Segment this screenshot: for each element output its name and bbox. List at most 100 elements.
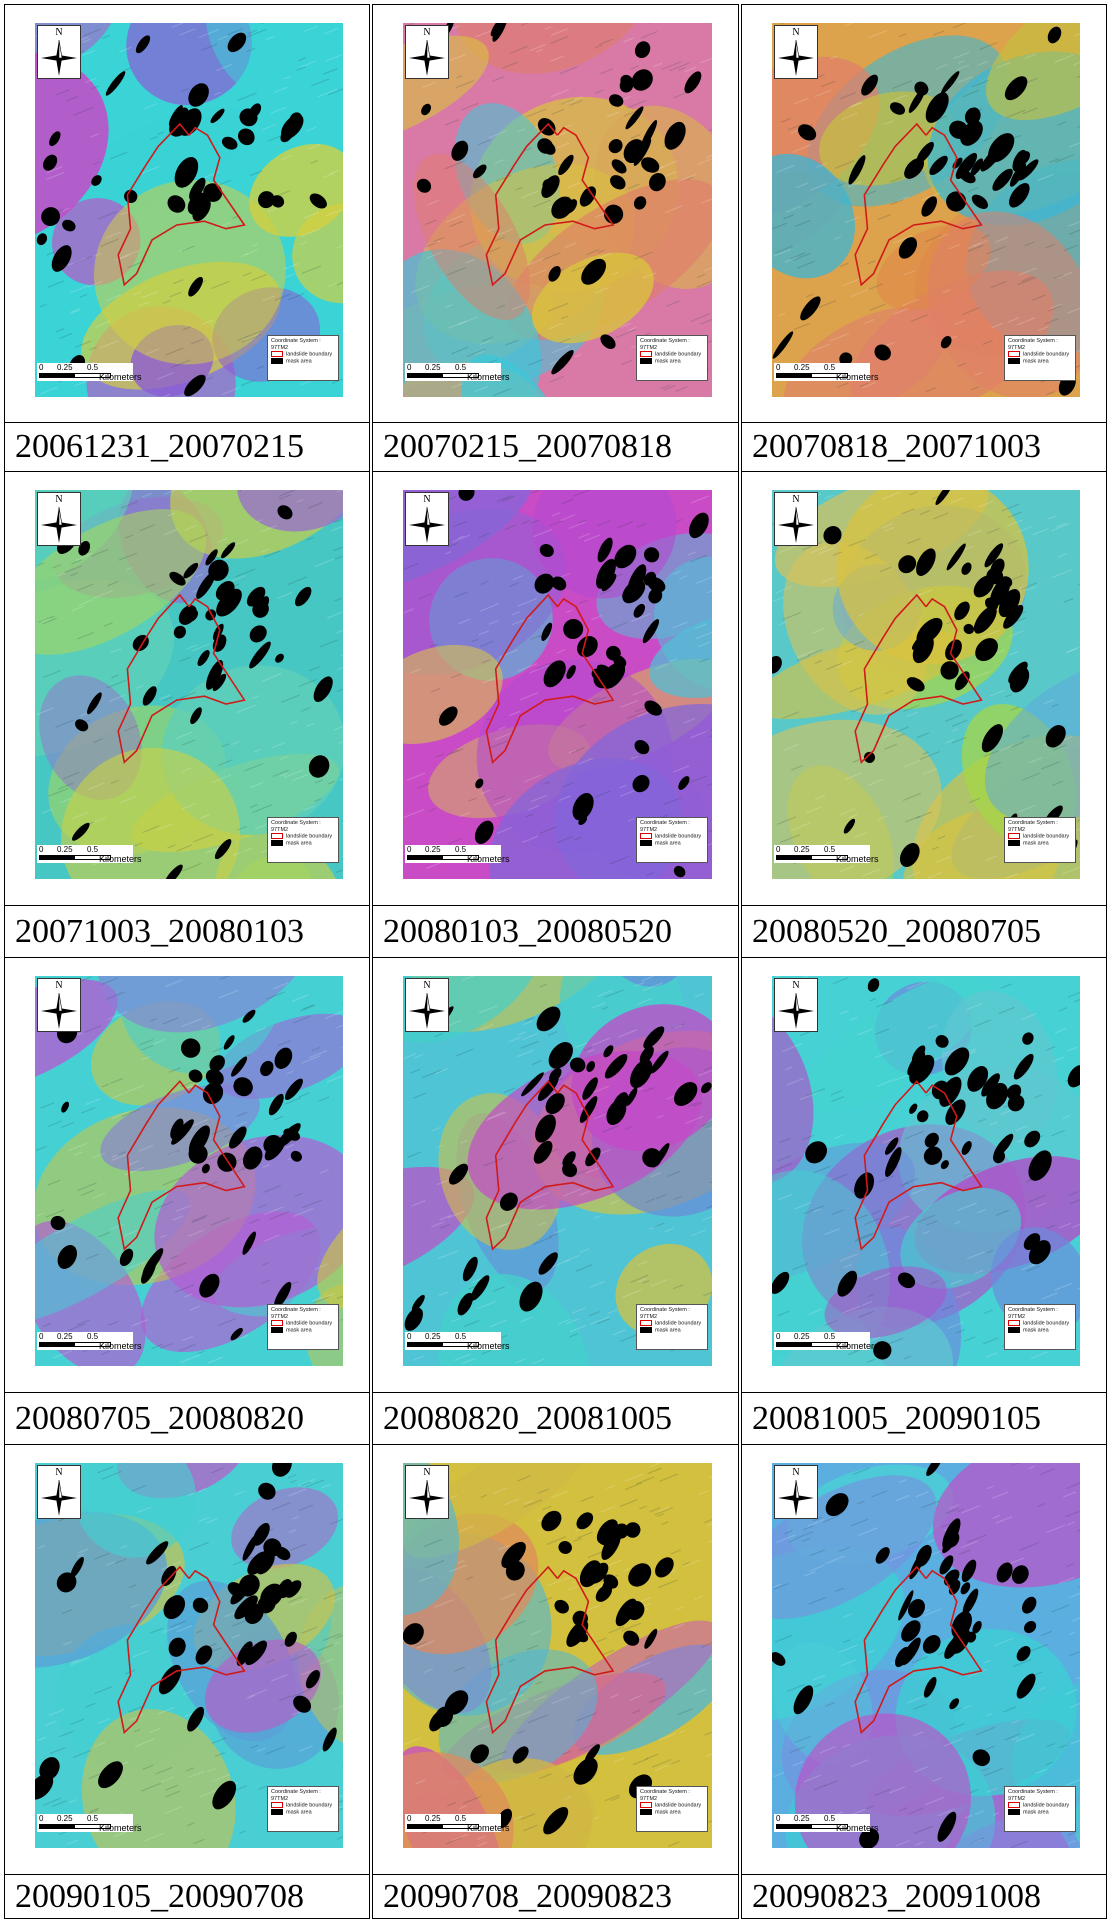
mask-blob bbox=[973, 575, 995, 598]
mask-blob bbox=[772, 331, 794, 359]
mask-blob bbox=[196, 571, 216, 599]
mask-blob bbox=[684, 71, 702, 94]
mask-blob bbox=[943, 1569, 960, 1586]
interferogram-map: N 0 0.25 0.5 Kilometers Coordinate System :97… bbox=[35, 490, 343, 879]
mask-blob bbox=[986, 1082, 1008, 1110]
mask-blob bbox=[944, 1047, 970, 1076]
mask-blob bbox=[295, 586, 312, 607]
mask-blob bbox=[536, 1006, 561, 1032]
mask-blob bbox=[925, 92, 949, 123]
map-legend: Coordinate System :97TM2 landslide bounda… bbox=[636, 817, 708, 863]
map-legend: Coordinate System :97TM2 landslide bounda… bbox=[1004, 817, 1076, 863]
mask-blob bbox=[206, 660, 224, 690]
mask-blob bbox=[1003, 604, 1024, 629]
mask-blob bbox=[36, 233, 48, 246]
mask-blob bbox=[75, 719, 89, 732]
north-arrow: N bbox=[37, 25, 81, 79]
mask-blob bbox=[800, 296, 821, 321]
mask-blob bbox=[39, 1757, 60, 1781]
mask-blob bbox=[614, 544, 637, 569]
mask-blob bbox=[874, 344, 891, 361]
mask-blob bbox=[595, 1584, 613, 1602]
mask-blob bbox=[543, 660, 566, 688]
mask-blob bbox=[581, 258, 607, 285]
mask-blob bbox=[911, 1045, 926, 1063]
mask-blob bbox=[534, 573, 555, 594]
mask-blob bbox=[898, 555, 917, 574]
map-panel: N 0 0.25 0.5 Kilometers Coordinate System :97… bbox=[372, 4, 739, 422]
mask-blob bbox=[231, 1056, 248, 1077]
mask-blob bbox=[885, 1147, 902, 1177]
mask-blob bbox=[579, 1560, 602, 1588]
mask-blob bbox=[929, 155, 948, 176]
mask-blob bbox=[924, 1132, 939, 1148]
mask-blob bbox=[538, 1252, 558, 1275]
mask-blob bbox=[475, 778, 484, 789]
mask-blob bbox=[914, 81, 929, 96]
mask-blob bbox=[611, 1092, 629, 1116]
north-arrow: N bbox=[774, 1465, 818, 1519]
mask-blob bbox=[613, 1523, 629, 1539]
mask-blob bbox=[322, 1727, 337, 1752]
north-arrow: N bbox=[405, 1465, 449, 1519]
north-label: N bbox=[423, 980, 431, 991]
mask-blob bbox=[634, 41, 651, 59]
north-arrow: N bbox=[405, 978, 449, 1032]
mask-blob bbox=[916, 1110, 929, 1123]
mask-blob bbox=[280, 126, 294, 143]
mask-blob bbox=[863, 751, 876, 763]
mask-blob bbox=[926, 1463, 942, 1477]
mask-blob bbox=[234, 1595, 258, 1620]
mask-blob bbox=[793, 1685, 814, 1715]
mask-blob bbox=[70, 1556, 84, 1578]
mask-blob bbox=[208, 559, 229, 581]
mask-blob bbox=[859, 1828, 880, 1848]
mask-blob bbox=[772, 1271, 790, 1294]
mask-blob bbox=[1028, 1150, 1052, 1181]
north-arrow: N bbox=[774, 978, 818, 1032]
mask-blob bbox=[939, 1555, 954, 1575]
mask-blob bbox=[652, 1143, 670, 1168]
mask-blob bbox=[512, 1746, 529, 1764]
mask-blob bbox=[472, 164, 487, 179]
mask-blob bbox=[451, 140, 469, 161]
mask-blob bbox=[57, 1245, 77, 1269]
mask-blob bbox=[999, 576, 1013, 588]
north-arrow: N bbox=[405, 25, 449, 79]
map-panel: N 0 0.25 0.5 Kilometers Coordinate System :97… bbox=[372, 958, 739, 1392]
mask-blob bbox=[537, 1075, 559, 1102]
mask-blob bbox=[277, 505, 293, 520]
interferogram-caption: 20070818_20071003 bbox=[741, 422, 1107, 472]
scale-bar: 0 0.25 0.5 Kilometers bbox=[405, 1814, 510, 1833]
mask-blob bbox=[91, 175, 102, 186]
compass-icon bbox=[778, 992, 814, 1029]
mask-blob bbox=[633, 603, 646, 618]
north-arrow: N bbox=[774, 492, 818, 546]
compass-icon bbox=[409, 39, 445, 76]
map-legend: Coordinate System :97TM2 landslide bounda… bbox=[636, 1304, 708, 1350]
mask-blob bbox=[212, 673, 227, 692]
interferogram-fringes bbox=[403, 976, 712, 1366]
mask-blob bbox=[906, 677, 925, 692]
landslide-boundary bbox=[854, 593, 983, 764]
mask-blob bbox=[975, 638, 998, 662]
mask-blob bbox=[246, 586, 266, 607]
mask-blob bbox=[245, 1640, 267, 1666]
mask-blob bbox=[163, 1595, 186, 1620]
mask-blob bbox=[1022, 1032, 1034, 1045]
mask-blob bbox=[854, 1172, 875, 1199]
mask-blob bbox=[268, 1093, 284, 1116]
interferogram-map: N 0 0.25 0.5 Kilometers Coordinate System :97… bbox=[403, 490, 712, 879]
mask-blob bbox=[548, 1042, 573, 1069]
mask-blob bbox=[937, 1811, 957, 1842]
mask-blob bbox=[678, 776, 690, 790]
mask-blob bbox=[600, 334, 616, 350]
north-arrow: N bbox=[37, 978, 81, 1032]
mask-blob bbox=[973, 606, 997, 634]
mask-blob bbox=[562, 1162, 578, 1178]
north-label: N bbox=[423, 1467, 431, 1478]
mask-blob bbox=[981, 724, 1004, 753]
mask-blob bbox=[904, 157, 925, 179]
map-panel: N 0 0.25 0.5 Kilometers Coordinate System :97… bbox=[4, 4, 370, 422]
mask-blob bbox=[404, 1307, 423, 1331]
